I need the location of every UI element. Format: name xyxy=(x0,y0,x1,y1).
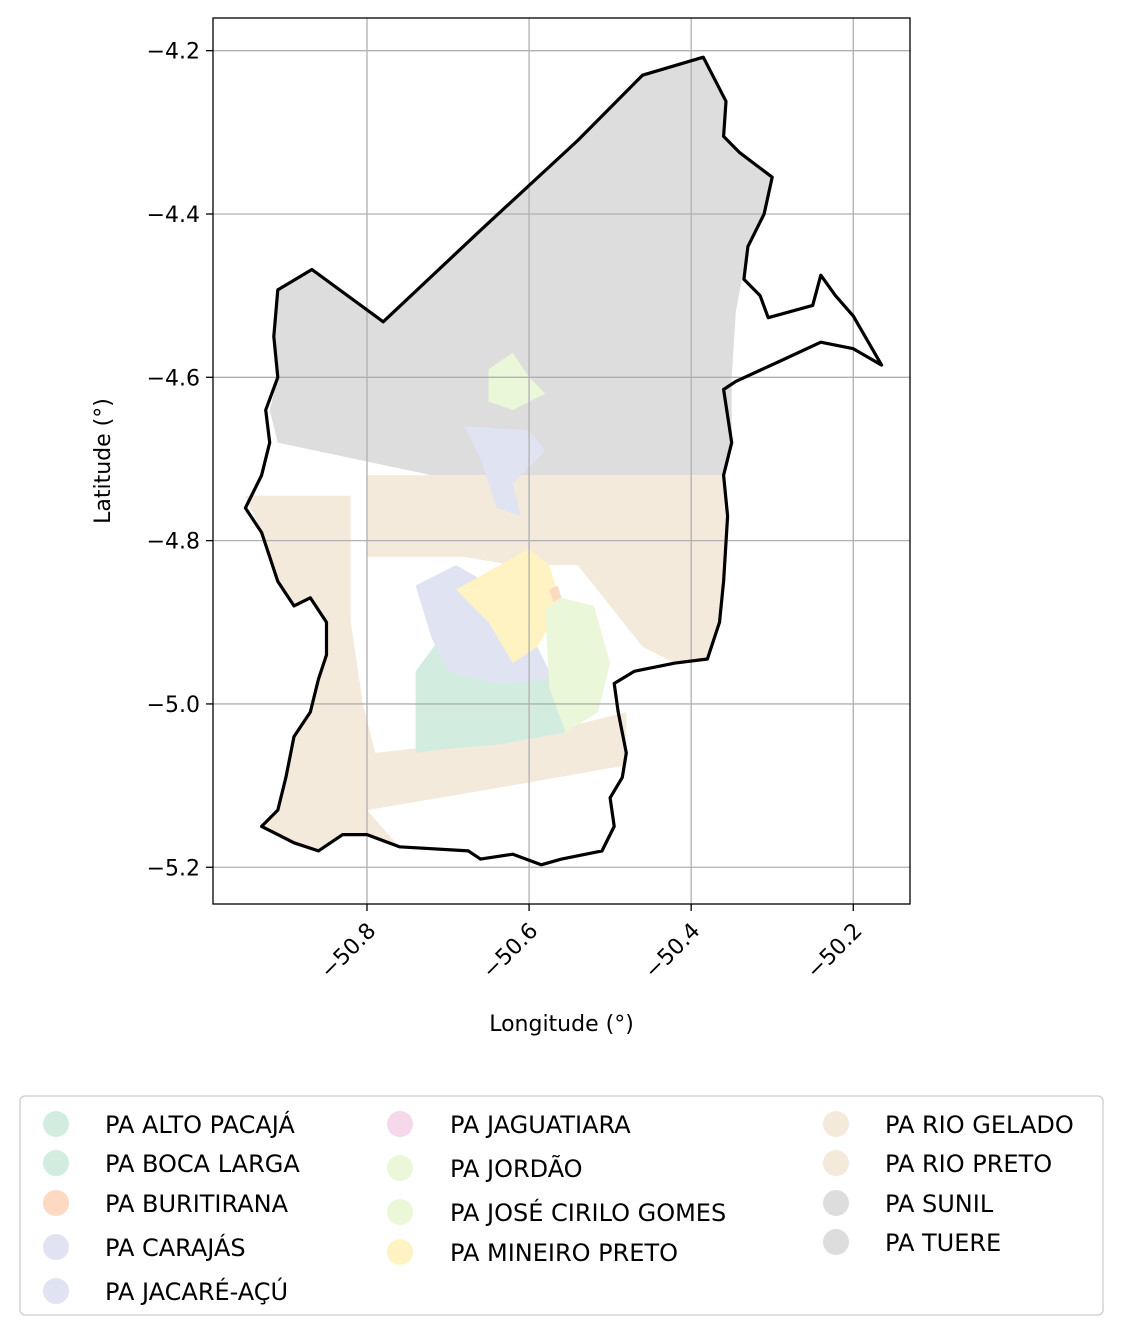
legend-marker xyxy=(43,1190,69,1216)
y-tick-label: −4.6 xyxy=(147,366,200,391)
legend: PA ALTO PACAJÁ PA BOCA LARGA PA BURITIRANA… xyxy=(19,1095,1104,1316)
y-tick-label: −5.2 xyxy=(147,856,200,881)
y-tick-label: −4.8 xyxy=(147,530,200,555)
legend-marker xyxy=(823,1229,849,1255)
grid-layer xyxy=(213,18,910,904)
y-axis-title: Latitude (°) xyxy=(91,398,116,524)
legend-marker xyxy=(823,1190,849,1216)
legend-marker xyxy=(43,1234,69,1260)
legend-items: PA ALTO PACAJÁ PA BOCA LARGA PA BURITIRANA… xyxy=(43,1110,1074,1306)
y-tick-label: −5.0 xyxy=(147,693,200,718)
region-pa-caraj-s xyxy=(464,426,546,517)
x-tick-label: −50.8 xyxy=(316,919,381,984)
regions-layer xyxy=(245,57,773,851)
legend-marker xyxy=(43,1111,69,1137)
legend-label: PA BURITIRANA xyxy=(105,1190,289,1218)
legend-label: PA RIO GELADO xyxy=(885,1111,1074,1139)
legend-label: PA BOCA LARGA xyxy=(105,1150,300,1178)
x-ticks: −50.8 −50.6 −50.4 −50.2 xyxy=(316,904,868,984)
region-pa-sunil xyxy=(269,57,773,476)
legend-label: PA JAGUATIARA xyxy=(450,1111,631,1139)
legend-marker xyxy=(43,1150,69,1176)
legend-marker xyxy=(387,1111,413,1137)
legend-marker xyxy=(387,1155,413,1181)
region-pa-mineiro-preto xyxy=(456,548,562,664)
legend-label: PA ALTO PACAJÁ xyxy=(105,1110,295,1139)
legend-label: PA JOSÉ CIRILO GOMES xyxy=(450,1198,726,1227)
legend-marker xyxy=(43,1278,69,1304)
region-pa-rio-preto xyxy=(245,495,627,851)
legend-marker xyxy=(823,1111,849,1137)
region-pa-rio-gelado xyxy=(367,475,728,664)
legend-label: PA JACARÉ-AÇÚ xyxy=(105,1276,288,1306)
legend-marker xyxy=(387,1199,413,1225)
x-tick-label: −50.2 xyxy=(802,919,867,984)
region-pa-jos-cirilo-gomes xyxy=(545,597,611,733)
legend-label: PA RIO PRETO xyxy=(885,1150,1052,1178)
y-ticks: −4.2 −4.4 −4.6 −4.8 −5.0 −5.2 xyxy=(147,40,213,881)
legend-label: PA CARAJÁS xyxy=(105,1233,246,1262)
plot-frame xyxy=(212,17,911,905)
boundary-layer xyxy=(243,55,884,867)
x-tick-label: −50.6 xyxy=(478,919,543,984)
y-tick-label: −4.4 xyxy=(147,203,200,228)
legend-label: PA TUERE xyxy=(885,1229,1001,1257)
legend-label: PA JORDÃO xyxy=(450,1153,583,1183)
region-pa-buritirana xyxy=(549,585,562,602)
legend-marker xyxy=(823,1150,849,1176)
legend-marker xyxy=(387,1239,413,1265)
x-axis-title: Longitude (°) xyxy=(489,1012,634,1037)
legend-label: PA MINEIRO PRETO xyxy=(450,1239,678,1267)
region-pa-jord-o xyxy=(488,352,546,410)
y-tick-label: −4.2 xyxy=(147,40,200,65)
municipality-boundary xyxy=(243,55,884,867)
x-tick-label: −50.4 xyxy=(640,919,705,984)
legend-label: PA SUNIL xyxy=(885,1190,994,1218)
